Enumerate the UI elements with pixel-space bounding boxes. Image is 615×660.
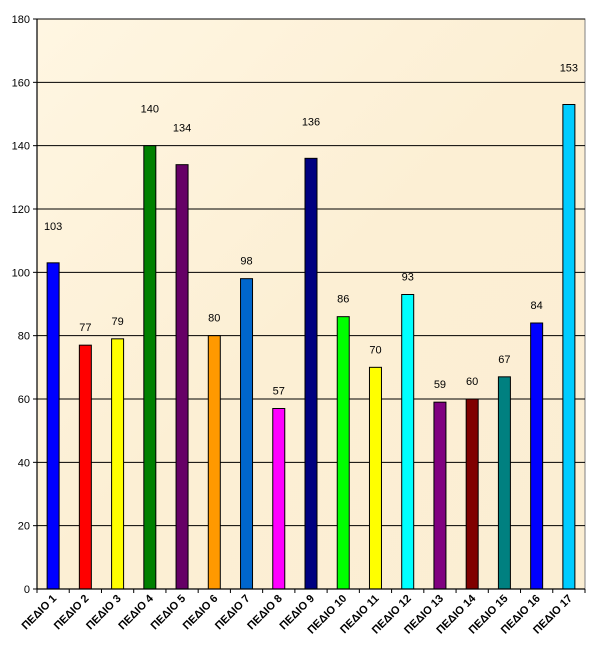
bar: [433, 401, 447, 590]
bar: [336, 316, 350, 590]
y-tick-label: 60: [18, 394, 30, 406]
y-tick-label: 180: [12, 14, 30, 26]
y-tick-label: 100: [12, 267, 30, 279]
data-label: 79: [111, 316, 123, 328]
data-label: 136: [302, 116, 320, 128]
bar: [465, 398, 479, 590]
bar: [497, 376, 511, 590]
data-label: 134: [173, 123, 191, 135]
data-label: 57: [273, 386, 285, 398]
bar: [401, 294, 415, 590]
data-label: 84: [531, 300, 543, 312]
data-label: 60: [466, 376, 478, 388]
bar: [240, 278, 254, 590]
data-label: 103: [44, 221, 62, 233]
bar: [175, 164, 189, 590]
data-label: 77: [79, 322, 91, 334]
bar: [368, 366, 382, 590]
y-tick-label: 120: [12, 204, 30, 216]
data-label: 70: [369, 344, 381, 356]
data-label: 80: [208, 313, 220, 325]
bar: [78, 344, 92, 590]
bars: [46, 104, 576, 590]
data-label: 59: [434, 379, 446, 391]
data-label: 98: [240, 256, 252, 268]
bar: [530, 322, 544, 590]
data-label: 86: [337, 294, 349, 306]
y-tick-label: 0: [24, 584, 30, 596]
bar: [207, 335, 221, 590]
y-tick-label: 160: [12, 77, 30, 89]
data-label: 153: [560, 63, 578, 75]
bar: [272, 408, 286, 590]
bar: [111, 338, 125, 590]
bar: [46, 262, 60, 590]
y-tick-label: 20: [18, 521, 30, 533]
data-label: 93: [402, 272, 414, 284]
data-label: 67: [498, 354, 510, 366]
bar: [304, 157, 318, 590]
y-axis: 0 20 40 60 80 100 120 140 160 180: [12, 14, 38, 596]
bar: [143, 145, 157, 590]
bar: [562, 104, 576, 590]
y-tick-label: 140: [12, 141, 30, 153]
data-label: 140: [141, 104, 159, 116]
data-labels: 103 77 79 140 134 80 98 57 136 86 70 93 59 60 67 84 153: [44, 63, 578, 398]
y-tick-label: 40: [18, 457, 30, 469]
y-tick-label: 80: [18, 331, 30, 343]
